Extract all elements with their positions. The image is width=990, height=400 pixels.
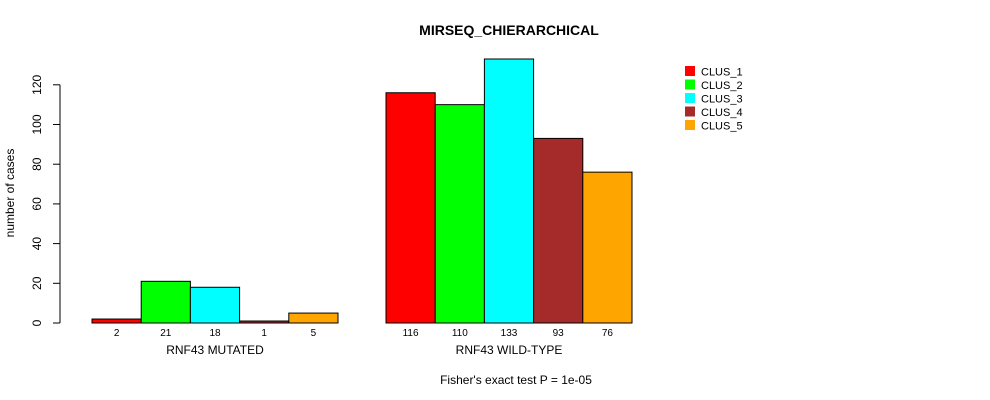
y-axis-label: number of cases — [3, 149, 17, 238]
fisher-test-caption: Fisher's exact test P = 1e-05 — [440, 373, 592, 387]
legend-label: CLUS_1 — [701, 67, 743, 79]
bar-clus-5-group-1 — [288, 312, 339, 324]
bar-count-label: 5 — [311, 328, 317, 339]
chart-title: MIRSEQ_CHIERARCHICAL — [419, 22, 599, 38]
legend-label: CLUS_3 — [701, 94, 743, 106]
bar-clus-3-group-2 — [483, 58, 535, 324]
y-tick-label: 80 — [30, 157, 44, 171]
bar-clus-4-group-2 — [533, 137, 584, 324]
y-tick-label: 100 — [30, 114, 44, 134]
bar-count-label: 2 — [114, 328, 120, 339]
bar-count-label: 110 — [452, 328, 468, 339]
legend-swatch — [685, 79, 695, 90]
bars — [91, 58, 633, 324]
bar-clus-3-group-1 — [189, 286, 241, 324]
bar-count-label: 133 — [501, 328, 518, 339]
legend-label: CLUS_5 — [701, 121, 743, 133]
bar-count-label: 21 — [160, 328, 172, 339]
group-label: RNF43 WILD-TYPE — [456, 343, 563, 357]
bar-clus-4-group-1 — [239, 320, 290, 324]
bar-count-label: 116 — [403, 328, 419, 339]
group-label: RNF43 MUTATED — [166, 343, 264, 357]
bar-count-label: 1 — [261, 328, 267, 339]
bar-clus-5-group-2 — [582, 171, 633, 324]
bar-count-label: 93 — [553, 328, 565, 339]
bar-clus-1-group-1 — [91, 318, 142, 324]
y-tick-label: 60 — [30, 197, 44, 211]
legend-swatch — [685, 120, 695, 130]
legend-swatch — [685, 93, 695, 103]
bar-count-label: 18 — [209, 328, 221, 339]
legend-label: CLUS_4 — [701, 107, 743, 119]
bar-count-label: 76 — [602, 328, 614, 339]
y-tick-label: 120 — [30, 74, 44, 94]
y-tick-label: 20 — [30, 276, 44, 290]
legend-swatch — [685, 106, 695, 117]
bar-clus-2-group-1 — [140, 280, 191, 324]
legend-swatch — [685, 66, 695, 76]
bar-clus-2-group-2 — [434, 104, 485, 324]
bar-clus-1-group-2 — [385, 92, 436, 324]
legend-label: CLUS_2 — [701, 80, 743, 92]
y-tick-label: 40 — [30, 237, 44, 251]
y-tick-label: 0 — [30, 319, 44, 326]
y-axis: 0 20 40 60 80 100 120 — [30, 74, 61, 326]
